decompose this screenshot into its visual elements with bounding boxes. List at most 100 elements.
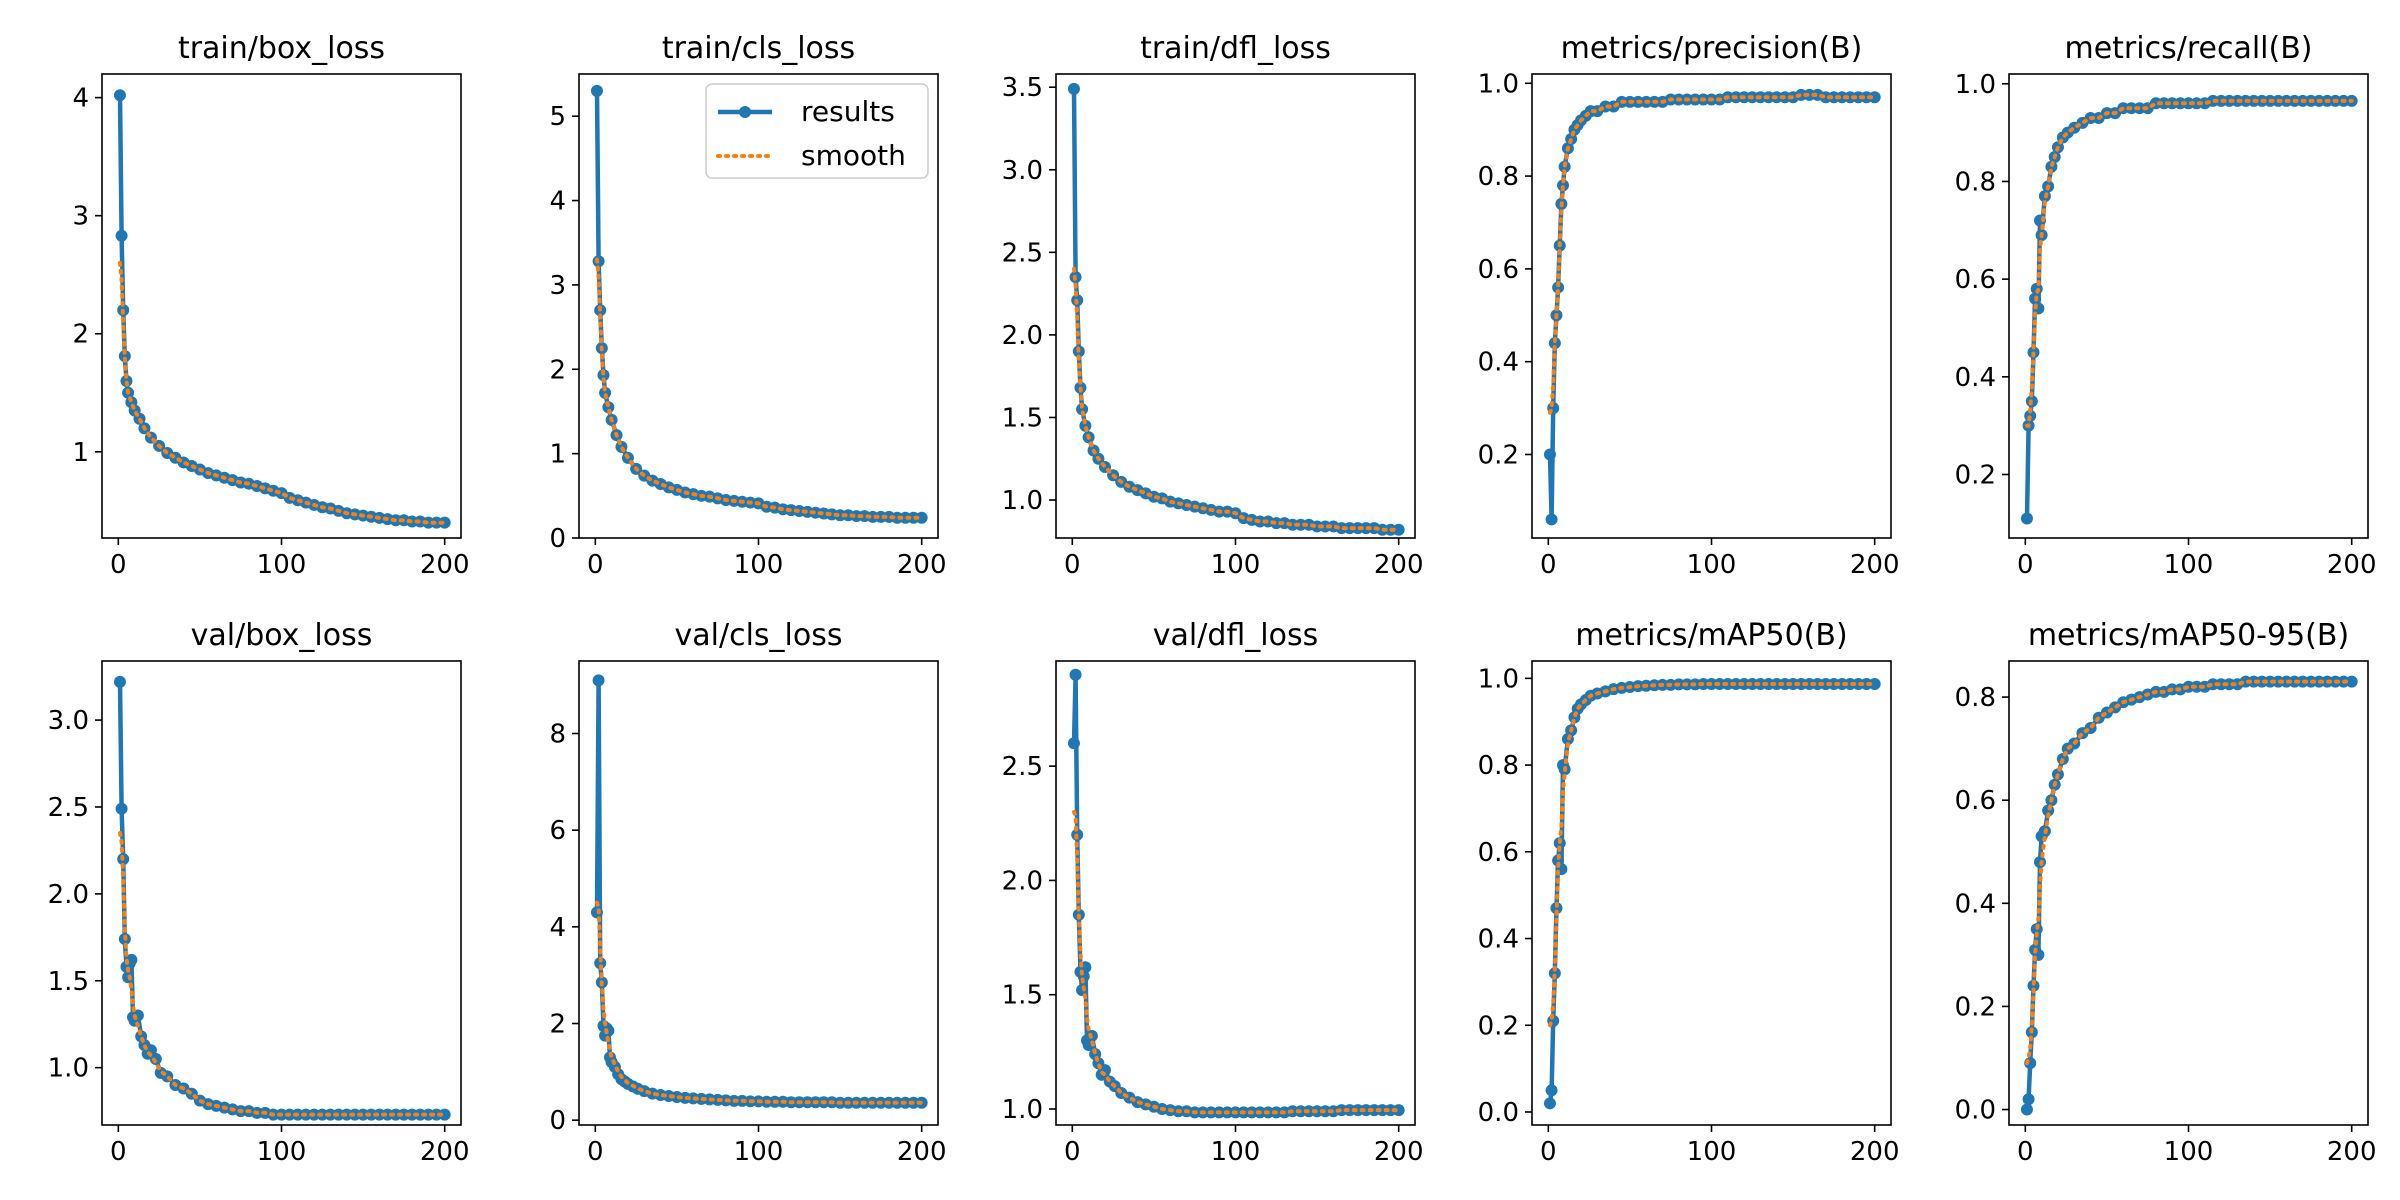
x-tick-label: 0 [2017, 550, 2034, 580]
y-tick-label: 0 [549, 524, 566, 554]
subplot-title: train/box_loss [178, 31, 385, 66]
y-tick-label: 0.0 [1478, 1098, 1519, 1128]
subplot-title: val/box_loss [191, 618, 373, 653]
y-tick-label: 1.0 [1955, 70, 1996, 100]
y-tick-label: 2 [549, 1010, 566, 1040]
results-point [115, 802, 128, 815]
y-tick-label: 0.2 [1478, 1011, 1519, 1041]
results-point [115, 229, 128, 242]
y-tick-label: 0.0 [1955, 1096, 1996, 1126]
results-point [1392, 1104, 1405, 1117]
x-tick-label: 0 [110, 1137, 127, 1167]
smooth-line [1548, 682, 1877, 1028]
y-tick-label: 0.4 [1478, 348, 1519, 378]
y-tick-label: 0.6 [1478, 838, 1519, 868]
legend: results smooth [705, 83, 929, 179]
legend-smooth-label: smooth [801, 139, 906, 172]
y-tick-label: 1 [549, 440, 566, 470]
x-tick-label: 0 [1064, 1137, 1081, 1167]
x-tick-label: 200 [897, 550, 947, 580]
results-line [594, 678, 922, 1106]
axes-frame [1531, 660, 1892, 1126]
x-tick-label: 0 [1540, 550, 1557, 580]
results-point [1868, 677, 1881, 690]
x-tick-label: 100 [1211, 550, 1261, 580]
results-point [1548, 967, 1561, 980]
x-tick-label: 200 [420, 550, 470, 580]
results-point [1076, 403, 1089, 416]
y-tick-label: 3.5 [1002, 73, 1043, 103]
y-tick-label: 0.6 [1955, 786, 1996, 816]
y-tick-label: 0.4 [1955, 363, 1996, 393]
y-tick-label: 3.0 [1002, 156, 1043, 186]
legend-results-label: results [801, 95, 895, 128]
smooth-line [2025, 679, 2354, 1066]
x-tick-label: 100 [2164, 1137, 2214, 1167]
results-point [1392, 523, 1405, 536]
subplot-title: val/dfl_loss [1153, 618, 1318, 653]
results-point [149, 1052, 162, 1065]
x-tick-label: 200 [2327, 550, 2377, 580]
subplot-6: val/box_loss 0 100 200 1.0 1.5 2.0 2.5 3.0 [48, 618, 470, 1167]
subplot-10: metrics/mAP50-95(B) 0 100 200 0.0 0.2 0.4 0.6 0.… [1955, 618, 2377, 1167]
smooth-line [118, 831, 447, 1117]
results-point [602, 1024, 615, 1037]
results-point [915, 511, 928, 524]
subplot-title: metrics/recall(B) [2064, 31, 2312, 66]
results-point [1550, 902, 1563, 915]
y-tick-label: 3 [549, 271, 566, 301]
results-point [590, 84, 603, 97]
results-point [118, 350, 131, 363]
y-tick-label: 1.0 [1002, 486, 1043, 516]
x-tick-label: 100 [734, 1137, 784, 1167]
y-tick-label: 1.5 [1002, 403, 1043, 433]
y-tick-label: 1.0 [1478, 664, 1519, 694]
x-tick-label: 200 [1374, 550, 1424, 580]
subplot-title: metrics/mAP50-95(B) [2028, 618, 2349, 653]
x-tick-label: 100 [1211, 1137, 1261, 1167]
y-tick-label: 2.0 [1002, 321, 1043, 351]
x-tick-label: 200 [897, 1137, 947, 1167]
subplot-5: metrics/recall(B) 0 100 200 0.2 0.4 0.6 0.8 1.0 [1955, 31, 2377, 580]
y-tick-label: 1.0 [1478, 69, 1519, 99]
y-tick-label: 4 [72, 84, 89, 114]
y-tick-label: 0.2 [1478, 440, 1519, 470]
x-tick-label: 0 [1064, 550, 1081, 580]
y-tick-label: 0.2 [1955, 461, 1996, 491]
smooth-line [118, 260, 447, 525]
results-point [438, 1108, 451, 1121]
smooth-line [595, 900, 924, 1105]
results-line [117, 681, 445, 1117]
results-point [1079, 419, 1092, 432]
results-point [1868, 91, 1881, 104]
results-point [2020, 512, 2033, 525]
x-tick-label: 100 [257, 1137, 307, 1167]
subplot-1: train/box_loss 0 100 200 1 2 3 4 [72, 31, 469, 580]
y-tick-label: 2.5 [48, 793, 89, 823]
results-point [1545, 513, 1558, 526]
results-point [602, 401, 615, 414]
legend-box [705, 83, 929, 179]
subplot-title: val/cls_loss [675, 618, 843, 653]
results-point [2022, 1093, 2035, 1106]
smooth-line [1072, 809, 1401, 1115]
y-tick-label: 2 [72, 320, 89, 350]
y-tick-label: 0.8 [1478, 751, 1519, 781]
axes-frame [2008, 73, 2369, 539]
y-tick-label: 0.6 [1478, 255, 1519, 285]
x-tick-label: 0 [587, 550, 604, 580]
x-tick-label: 200 [1374, 1137, 1424, 1167]
results-point [599, 386, 612, 399]
y-tick-label: 8 [549, 720, 566, 750]
results-point [594, 957, 607, 970]
results-point [113, 89, 126, 102]
y-tick-label: 2.5 [1002, 238, 1043, 268]
x-tick-label: 100 [1687, 550, 1737, 580]
subplot-9: metrics/mAP50(B) 0 100 200 0.0 0.2 0.4 0.6 0.8 1.… [1478, 618, 1900, 1167]
axes-frame [1055, 660, 1416, 1126]
y-tick-label: 3 [72, 202, 89, 232]
y-tick-label: 2.5 [1002, 752, 1043, 782]
y-tick-label: 5 [549, 102, 566, 132]
y-tick-label: 0.4 [1955, 889, 1996, 919]
subplot-title: train/dfl_loss [1140, 31, 1331, 66]
